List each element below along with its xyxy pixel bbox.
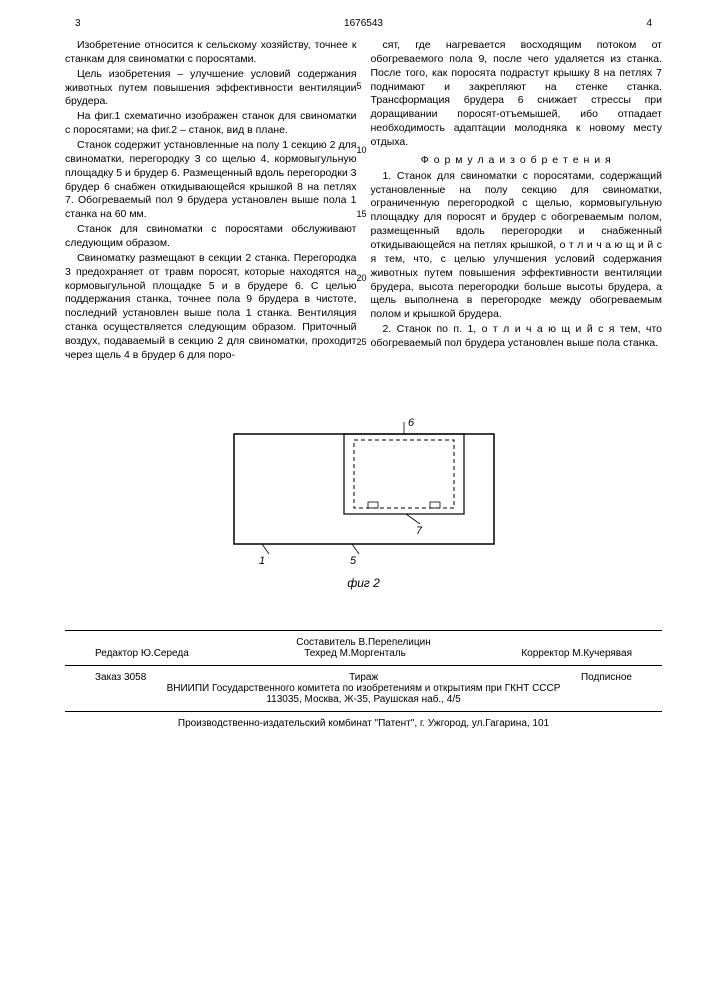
page-num-right: 4 xyxy=(646,18,652,29)
callout-7: 7 xyxy=(416,525,423,537)
line-num: 5 xyxy=(357,81,367,93)
footer-org: ВНИИПИ Государственного комитета по изоб… xyxy=(65,683,662,694)
right-column: 5 10 15 20 25 сят, где нагревается восхо… xyxy=(371,39,663,364)
formula-title: Ф о р м у л а и з о б р е т е н и я xyxy=(371,154,663,168)
footer-corrector: Корректор М.Кучерявая xyxy=(521,648,632,659)
footer-subscr: Подписное xyxy=(581,672,632,683)
footer-tiraj: Тираж xyxy=(349,672,378,683)
para: Свиноматку размещают в секции 2 станка. … xyxy=(65,252,357,363)
page-header: 3 1676543 4 xyxy=(65,18,662,29)
para: Станок для свиноматки с поросятами обслу… xyxy=(65,223,357,251)
footer-editor: Редактор Ю.Середа xyxy=(95,648,189,659)
left-column: Изобретение относится к сельскому хозяйс… xyxy=(65,39,357,364)
footer: Составитель В.Перепелицин Редактор Ю.Сер… xyxy=(65,630,662,729)
para: сят, где нагревается восходящим потоком … xyxy=(371,39,663,150)
patent-number: 1676543 xyxy=(344,18,383,29)
footer-tech: Техред М.Моргенталь xyxy=(304,648,406,659)
line-num: 10 xyxy=(357,145,367,157)
para: 2. Станок по п. 1, о т л и ч а ю щ и й с… xyxy=(371,323,663,351)
para: Станок содержит установленные на полу 1 … xyxy=(65,139,357,222)
callout-1: 1 xyxy=(259,555,265,567)
line-num: 15 xyxy=(357,209,367,221)
text-columns: Изобретение относится к сельскому хозяйс… xyxy=(65,39,662,364)
figure-svg: 6 7 1 5 xyxy=(214,414,514,574)
footer-addr: 113035, Москва, Ж-35, Раушская наб., 4/5 xyxy=(65,694,662,705)
para: На фиг.1 схематично изображен станок для… xyxy=(65,110,357,138)
line-num: 20 xyxy=(357,273,367,285)
para: Изобретение относится к сельскому хозяйс… xyxy=(65,39,357,67)
footer-compiler: Составитель В.Перепелицин xyxy=(65,637,662,648)
figure-2: 6 7 1 5 xyxy=(65,414,662,574)
page-num-left: 3 xyxy=(75,18,81,29)
footer-credits: Редактор Ю.Середа Техред М.Моргенталь Ко… xyxy=(65,648,662,659)
line-number-gutter: 5 10 15 20 25 xyxy=(357,39,367,348)
callout-6: 6 xyxy=(408,417,415,429)
page-root: 3 1676543 4 Изобретение относится к сель… xyxy=(0,0,707,1000)
line-num: 25 xyxy=(357,337,367,349)
footer-order: Заказ 3058 Тираж Подписное xyxy=(65,672,662,683)
footer-zakaz: Заказ 3058 xyxy=(95,672,146,683)
para: 1. Станок для свиноматки с поросятами, с… xyxy=(371,170,663,322)
callout-5: 5 xyxy=(350,555,357,567)
footer-publisher: Производственно-издательский комбинат "П… xyxy=(65,718,662,729)
figure-label: фиг 2 xyxy=(65,576,662,590)
para: Цель изобретения – улучшение условий сод… xyxy=(65,68,357,110)
